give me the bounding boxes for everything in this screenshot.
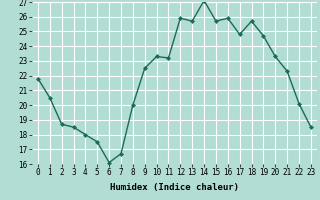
X-axis label: Humidex (Indice chaleur): Humidex (Indice chaleur) xyxy=(110,183,239,192)
